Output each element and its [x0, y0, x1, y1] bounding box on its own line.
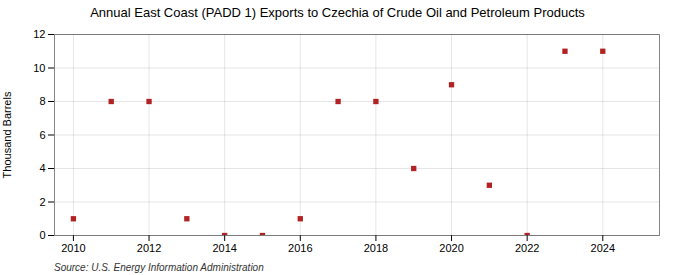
svg-text:2024: 2024: [591, 242, 615, 254]
svg-text:8: 8: [39, 95, 45, 107]
svg-text:2: 2: [39, 196, 45, 208]
svg-text:10: 10: [33, 62, 45, 74]
svg-text:2014: 2014: [212, 242, 236, 254]
html-text:Annual East Coast (PADD 1) Exp: Annual East Coast (PADD 1) Exports to Cz…: [90, 5, 585, 20]
svg-text:0: 0: [39, 229, 45, 241]
html-text:Source: U.S. Energy Informatio: Source: U.S. Energy Information Administ…: [54, 262, 264, 273]
svg-text:12: 12: [33, 28, 45, 40]
svg-text:2022: 2022: [515, 242, 539, 254]
svg-text:Thousand Barrels: Thousand Barrels: [1, 91, 13, 178]
svg-text:6: 6: [39, 129, 45, 141]
svg-text:2010: 2010: [61, 242, 85, 254]
svg-text:2012: 2012: [137, 242, 161, 254]
svg-text:2016: 2016: [288, 242, 312, 254]
svg-text:4: 4: [39, 162, 45, 174]
svg-text:2020: 2020: [439, 242, 463, 254]
svg-text:2018: 2018: [364, 242, 388, 254]
